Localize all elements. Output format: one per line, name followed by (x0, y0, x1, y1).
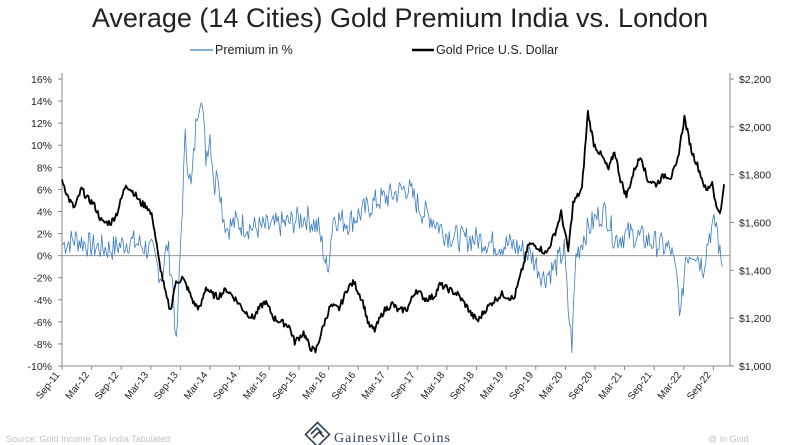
x-tick-label: Sep-12 (93, 370, 122, 403)
y-left-tick-label: 2% (37, 229, 52, 241)
y-right-tick-label: $1,800 (739, 170, 771, 182)
y-left-tick-label: 12% (31, 118, 52, 130)
y-left-tick-label: -4% (33, 295, 52, 307)
source-note: Source: Gold Income Tax India Tabulated (6, 434, 170, 444)
x-tick-label: Mar-22 (656, 370, 684, 402)
y-left-tick-label: 0% (37, 251, 52, 263)
x-tick-label: Sep-13 (152, 370, 181, 403)
y-right-tick-label: $1,600 (739, 218, 771, 230)
x-tick-label: Mar-19 (478, 370, 506, 402)
x-tick-label: Sep-21 (626, 370, 655, 403)
x-tick-label: Mar-13 (123, 370, 151, 402)
y-left-tick-label: 16% (31, 74, 52, 86)
footer: Source: Gold Income Tax India Tabulated … (6, 421, 749, 445)
x-tick-label: Sep-16 (330, 370, 359, 403)
y-left-tick-label: 14% (31, 96, 52, 108)
x-tick-label: Mar-12 (64, 370, 92, 402)
credit-note: @ In Gold (708, 434, 749, 444)
y-left-tick-label: -2% (33, 273, 52, 285)
x-tick-label: Mar-14 (182, 370, 210, 402)
brand-name: Gainesville Coins (334, 431, 451, 445)
y-left-tick-label: -8% (33, 339, 52, 351)
x-tick-label: Mar-17 (360, 370, 388, 402)
x-tick-label: Mar-21 (597, 370, 625, 402)
legend-label-gold: Gold Price U.S. Dollar (436, 43, 558, 57)
x-tick-label: Sep-11 (34, 370, 62, 402)
y-right-tick-label: $2,000 (739, 122, 771, 134)
x-tick-label: Sep-17 (389, 370, 418, 403)
x-tick-label: Sep-19 (508, 370, 537, 403)
y-left-tick-label: 4% (37, 206, 52, 218)
series-layer (61, 102, 725, 354)
y-left-tick-label: 6% (37, 184, 52, 196)
y-left-tick-label: 8% (37, 162, 52, 174)
y-right-tick-label: $1,200 (739, 313, 771, 325)
x-tick-label: Sep-20 (567, 370, 596, 403)
legend: Premium in % Gold Price U.S. Dollar (190, 43, 558, 57)
brand-logo-icon (304, 421, 331, 445)
x-tick-label: Mar-18 (419, 370, 447, 402)
y-left-tick-label: -6% (33, 317, 52, 329)
x-tick-label: Sep-14 (212, 370, 241, 403)
x-tick-label: Sep-22 (685, 370, 714, 403)
x-tick-label: Mar-20 (538, 370, 566, 402)
chart-title: Average (14 Cities) Gold Premium India v… (92, 3, 708, 33)
y-right-tick-label: $1,400 (739, 265, 771, 277)
x-tick-label: Mar-15 (241, 370, 269, 402)
series-line-premium (61, 102, 723, 354)
y-left-tick-label: -10% (27, 361, 52, 373)
y-right-tick-label: $1,000 (739, 361, 771, 373)
x-tick-label: Sep-18 (448, 370, 477, 403)
y-left-tick-label: 10% (31, 140, 52, 152)
x-tick-label: Sep-15 (271, 370, 300, 403)
series-line-gold-price (61, 109, 725, 354)
legend-label-premium: Premium in % (215, 43, 293, 57)
x-tick-label: Mar-16 (301, 370, 329, 402)
y-right-tick-label: $2,200 (739, 74, 771, 86)
